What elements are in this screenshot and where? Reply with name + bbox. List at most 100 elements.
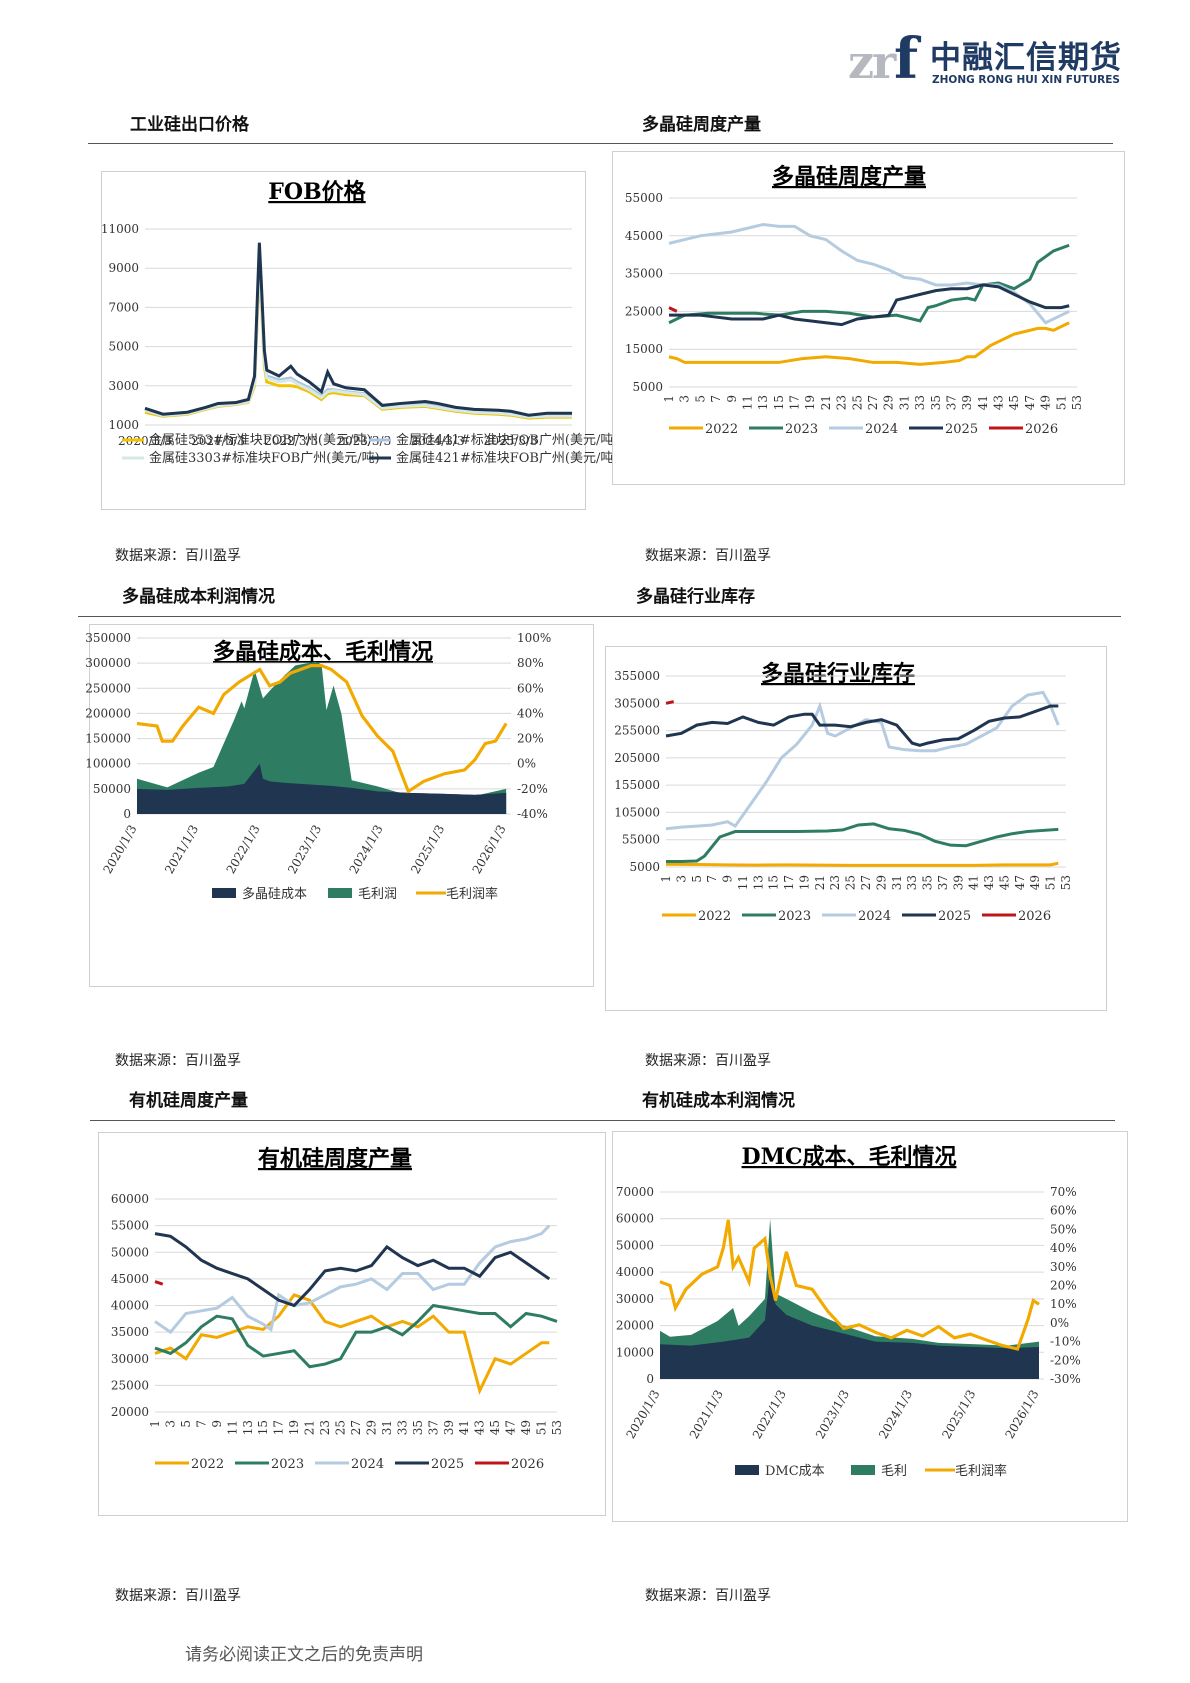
line-series-s441 [144, 252, 572, 418]
chart-title: DMC成本、毛利情况 [742, 1144, 957, 1170]
y-tick-label: 250000 [85, 681, 131, 695]
section-title-poly-inventory: 多晶硅行业库存 [636, 587, 755, 607]
y-tick-label: 45000 [111, 1272, 149, 1286]
company-logo: z r f 中融汇信期货 ZHONG RONG HUI XIN FUTURES [848, 28, 1121, 94]
x-tick-label: 13 [241, 1420, 255, 1435]
y2-tick-label: 70% [1050, 1185, 1077, 1199]
y2-tick-label: 60% [517, 681, 544, 695]
y2-tick-label: 20% [517, 732, 544, 746]
legend-label: 2023 [785, 422, 818, 437]
x-tick-label: 27 [866, 395, 880, 410]
x-tick-label: 2024/1/3 [347, 823, 386, 877]
x-tick-label: 21 [819, 395, 833, 410]
x-tick-label: 13 [756, 395, 770, 410]
chart-silicone-weekly-output: 有机硅周度产量 20000 25000 30000 35000 40000 45000 500… [98, 1132, 606, 1516]
data-source: 数据来源：百川盈孚 [645, 1053, 771, 1069]
x-tick-label: 47 [1023, 395, 1037, 410]
y-tick-label: 55000 [622, 833, 660, 847]
y2-tick-label: 0% [517, 757, 536, 771]
y-tick-label: 11000 [101, 222, 139, 236]
zrf-logo-icon: z r f [848, 28, 922, 88]
line-series-2023 [668, 243, 1070, 325]
legend-label: 2025 [431, 1457, 464, 1472]
x-tick-label: 17 [788, 395, 802, 410]
x-tick-label: 2021/1/3 [687, 1388, 726, 1442]
section-title-silicone-cost: 有机硅成本利润情况 [642, 1091, 795, 1111]
legend-label: 2025 [945, 422, 978, 437]
legend-label: 2024 [858, 909, 891, 924]
x-tick-label: 39 [442, 1420, 456, 1435]
chart-svg: DMC成本、毛利情况 0 10000 20000 30000 40000 50000 6000… [616, 1144, 1081, 1479]
chart-fob-price: FOB价格 1000 3000 5000 7000 9000 11000 2020/3/3 20… [101, 171, 618, 510]
y-tick-label: 25000 [111, 1378, 149, 1392]
y-tick-label: 50000 [111, 1245, 149, 1259]
x-tick-label: 2023/1/3 [285, 823, 324, 877]
y-tick-label: 105000 [614, 805, 660, 819]
x-tick-label: 1 [659, 875, 673, 883]
legend-label: 2026 [1018, 909, 1051, 924]
legend-label: DMC成本 [765, 1464, 825, 1479]
area-series-profit [137, 661, 507, 814]
data-source: 数据来源：百川盈孚 [645, 1588, 771, 1604]
y-tick-label: 40000 [111, 1299, 149, 1313]
x-tick-label: 2025/1/3 [408, 823, 447, 877]
legend-label: 2023 [778, 909, 811, 924]
x-tick-label: 15 [256, 1420, 270, 1435]
x-tick-label: 23 [828, 875, 842, 890]
x-tick-label: 7 [709, 395, 723, 403]
x-tick-label: 51 [535, 1420, 549, 1435]
x-tick-label: 29 [882, 395, 896, 410]
y-tick-label: 60000 [111, 1192, 149, 1206]
y2-tick-label: 40% [517, 706, 544, 720]
x-tick-label: 2020/1/3 [624, 1388, 663, 1442]
x-tick-label: 21 [303, 1420, 317, 1435]
x-tick-label: 43 [992, 395, 1006, 410]
x-tick-label: 39 [960, 395, 974, 410]
y-tick-label: 150000 [85, 732, 131, 746]
x-tick-label: 15 [772, 395, 786, 410]
x-tick-label: 2026/1/3 [470, 823, 509, 877]
legend-label: 2022 [698, 909, 731, 924]
legend-label: 金属硅441#标准块FOB广州(美元/吨) [396, 432, 618, 448]
x-tick-label: 47 [504, 1420, 518, 1435]
x-tick-label: 53 [1059, 875, 1073, 890]
x-tick-label: 27 [859, 875, 873, 890]
line-series-2024 [668, 222, 1070, 325]
x-tick-label: 31 [380, 1420, 394, 1435]
x-tick-label: 19 [797, 875, 811, 890]
chart-title: 多晶硅成本、毛利情况 [213, 639, 433, 665]
y2-tick-label: -20% [1050, 1353, 1081, 1367]
y2-tick-label: 100% [517, 631, 551, 645]
x-tick-label: 45 [1007, 395, 1021, 410]
y-tick-label: 100000 [85, 757, 131, 771]
section-title-poly-cost: 多晶硅成本利润情况 [122, 587, 275, 607]
y2-tick-label: -10% [1050, 1335, 1081, 1349]
chart-title: 多晶硅行业库存 [761, 661, 915, 687]
x-tick-label: 47 [1013, 875, 1027, 890]
x-tick-label: 25 [850, 395, 864, 410]
data-source: 数据来源：百川盈孚 [115, 1588, 241, 1604]
x-tick-label: 19 [287, 1420, 301, 1435]
x-tick-label: 2021/3/3 [191, 434, 245, 448]
x-tick-label: 33 [913, 395, 927, 410]
line-series-2026 [668, 306, 678, 313]
legend-label: 毛利 [881, 1464, 907, 1479]
disclaimer-footer: 请务必阅读正文之后的免责声明 [185, 1645, 423, 1665]
legend-label: 2026 [511, 1457, 544, 1472]
x-tick-label: 25 [844, 875, 858, 890]
y-tick-label: 70000 [616, 1185, 654, 1199]
x-tick-label: 49 [519, 1420, 533, 1435]
x-tick-label: 2023/3/3 [337, 434, 391, 448]
x-tick-label: 51 [1044, 875, 1058, 890]
data-source: 数据来源：百川盈孚 [115, 1053, 241, 1069]
section-title-fob: 工业硅出口价格 [130, 115, 249, 135]
area-series-cost [137, 763, 507, 814]
data-source: 数据来源：百川盈孚 [645, 548, 771, 564]
line-series-2026 [665, 700, 675, 705]
y-tick-label: 5000 [632, 380, 663, 394]
y2-tick-label: -20% [517, 782, 548, 796]
x-tick-label: 2022/3/3 [264, 434, 318, 448]
x-tick-label: 43 [982, 875, 996, 890]
y2-tick-label: -30% [1050, 1372, 1081, 1386]
